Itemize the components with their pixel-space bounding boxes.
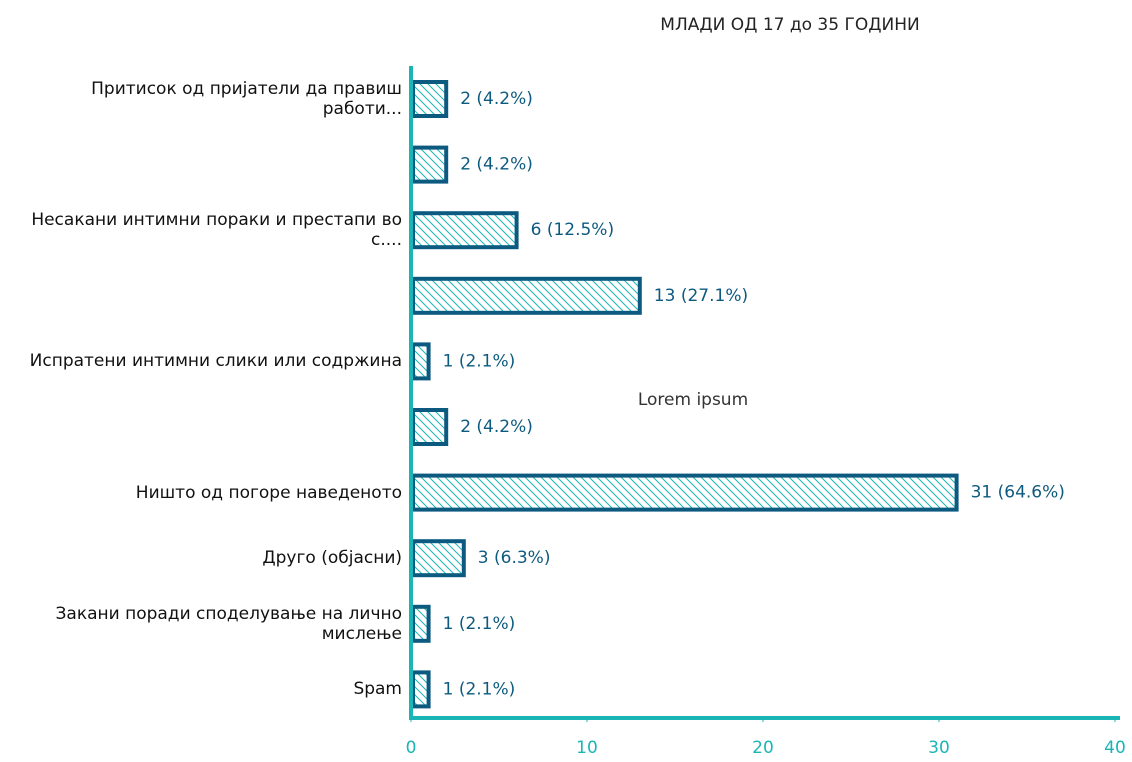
value-label: 2 (4.2%) (460, 155, 533, 175)
x-tick-label: 40 (1104, 738, 1126, 758)
category-label: Закани поради споделување на лично мисле… (55, 603, 402, 644)
annotation: Lorem ipsum (638, 390, 748, 410)
value-label: 1 (2.1%) (443, 679, 516, 699)
bar (411, 604, 431, 643)
x-tick-label: 20 (752, 738, 774, 758)
bar (411, 80, 449, 118)
category-label: Несакани интимни пораки и престапи во с.… (31, 210, 402, 251)
bar (411, 539, 466, 578)
bar (411, 342, 431, 381)
category-label: Друго (објасни) (262, 548, 402, 569)
category-label: Притисок од пријатели да правиш работи..… (91, 79, 402, 119)
value-label: 3 (6.3%) (478, 548, 551, 568)
category-label: Ништо од погоре наведеното (135, 482, 402, 503)
value-label: 6 (12.5%) (531, 220, 615, 240)
value-label: 1 (2.1%) (443, 614, 516, 634)
bar (411, 145, 449, 184)
bar (411, 276, 642, 315)
category-label: Испратени интимни слики или содржина (29, 351, 402, 372)
category-label: Spam (353, 679, 402, 700)
chart-title: МЛАДИ ОД 17 до 35 ГОДИНИ (660, 15, 919, 35)
value-label: 2 (4.2%) (460, 89, 533, 109)
x-tick-label: 10 (576, 738, 598, 758)
value-label: 2 (4.2%) (460, 417, 533, 437)
bar (411, 473, 959, 512)
value-label: 13 (27.1%) (654, 286, 748, 306)
x-tick-label: 30 (928, 738, 950, 758)
value-label: 1 (2.1%) (443, 351, 516, 371)
bar (411, 408, 449, 446)
bar (411, 670, 431, 709)
x-tick-label: 0 (406, 738, 417, 758)
bar (411, 211, 519, 250)
value-label: 31 (64.6%) (971, 483, 1065, 503)
